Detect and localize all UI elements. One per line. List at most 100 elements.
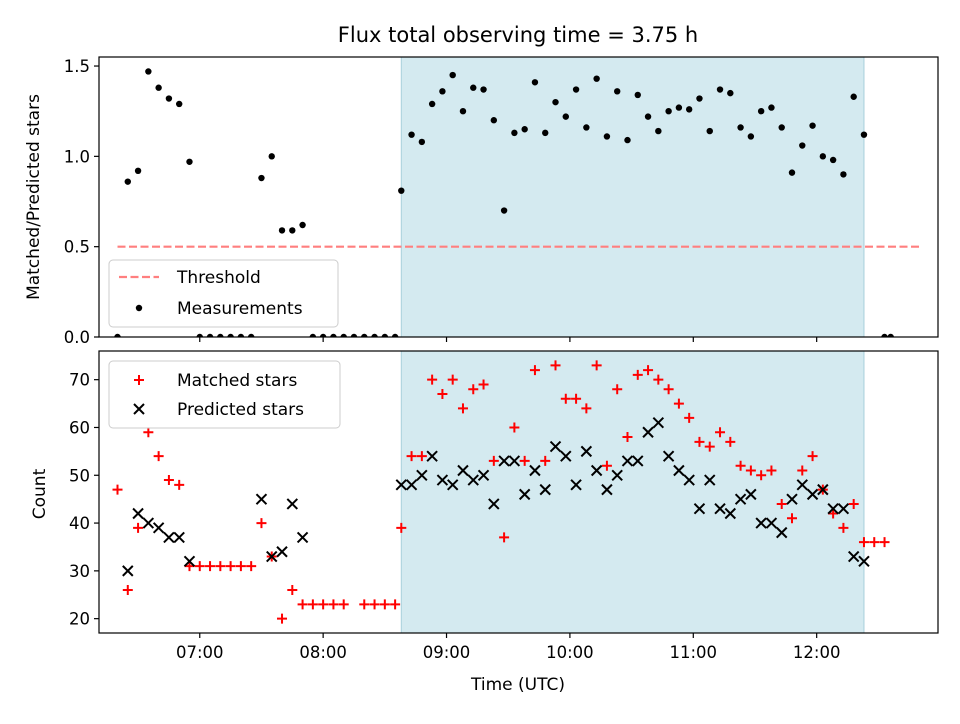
bottom-y-tick-label: 50	[69, 466, 90, 485]
measurement-point	[624, 136, 631, 144]
matched-star-point	[133, 522, 144, 533]
matched-star-point	[235, 561, 246, 572]
predicted-star-point	[122, 565, 134, 577]
top-legend: Threshold Measurements	[108, 259, 339, 328]
matched-star-point	[745, 465, 756, 476]
measurement-point	[439, 88, 446, 95]
measurement-point	[480, 86, 487, 93]
bottom-axes-frame	[98, 350, 939, 634]
matched-star-point	[519, 455, 530, 466]
measurement-point	[716, 86, 724, 93]
matched-star-point	[447, 374, 458, 385]
matched-star-point	[153, 451, 164, 462]
measurement-point	[655, 127, 662, 135]
bottom-series-matched-stars	[112, 360, 890, 624]
predicted-star-point	[152, 522, 165, 534]
matched-star-point	[215, 561, 226, 572]
measurement-point	[562, 113, 569, 120]
predicted-star-point	[426, 450, 438, 462]
measurement-point	[449, 71, 456, 79]
predicted-star-point	[183, 555, 196, 568]
measurement-point	[747, 133, 755, 140]
legend-measurements-swatch	[135, 304, 143, 312]
measurement-point	[124, 178, 131, 185]
top-y-tick-label: 1.5	[64, 57, 90, 76]
predicted-star-point	[632, 455, 644, 467]
predicted-star-point	[498, 455, 510, 467]
measurement-point	[665, 107, 672, 115]
matched-star-point	[838, 522, 849, 533]
predicted-star-point	[704, 474, 716, 486]
measurement-point	[799, 142, 806, 149]
bottom-y-tick-label: 60	[69, 418, 90, 437]
predicted-star-point	[827, 503, 839, 515]
predicted-star-point	[590, 464, 603, 477]
predicted-star-point	[529, 464, 541, 477]
predicted-star-point	[549, 440, 562, 453]
matched-star-point	[488, 455, 499, 466]
measurement-point	[196, 333, 203, 337]
predicted-star-point	[570, 479, 582, 491]
measurement-point	[768, 104, 775, 111]
predicted-star-point	[539, 483, 551, 496]
measurement-point	[361, 333, 368, 337]
bottom-series-predicted-stars	[122, 416, 870, 577]
measurement-point	[490, 117, 498, 124]
matched-star-point	[848, 498, 859, 509]
measurement-point	[470, 84, 477, 91]
measurement-point	[418, 138, 426, 146]
matched-star-point	[184, 561, 195, 572]
predicted-star-point	[395, 479, 407, 491]
matched-star-point	[205, 561, 216, 572]
measurement-point	[634, 91, 641, 99]
matched-star-point	[735, 460, 746, 471]
measurement-point	[217, 333, 224, 337]
predicted-star-point	[416, 469, 428, 481]
matched-star-point	[766, 465, 777, 476]
predicted-star-point	[488, 498, 500, 510]
predicted-star-point	[734, 493, 747, 505]
matched-star-point	[122, 584, 133, 595]
measurement-point	[289, 227, 296, 234]
chart-title: Flux total observing time = 3.75 h	[338, 23, 698, 47]
matched-star-point	[163, 475, 174, 486]
measurement-point	[398, 187, 405, 194]
predicted-star-point	[508, 455, 521, 467]
measurement-point	[268, 153, 275, 160]
matched-star-point	[828, 508, 839, 519]
matched-star-point	[786, 513, 797, 524]
measurement-point	[542, 129, 549, 137]
matched-star-point	[112, 484, 123, 495]
measurement-point	[603, 133, 611, 140]
measurement-point	[155, 84, 162, 91]
measurement-point	[247, 333, 255, 337]
predicted-star-point	[745, 488, 757, 501]
matched-star-point	[776, 498, 787, 509]
measurement-point	[206, 333, 214, 337]
predicted-star-point	[786, 493, 798, 505]
matched-star-point	[416, 451, 427, 462]
matched-star-point	[571, 393, 582, 404]
predicted-star-point	[601, 483, 613, 496]
legend-threshold-label: Threshold	[176, 268, 261, 288]
measurement-point	[706, 127, 713, 135]
measurement-point	[644, 113, 652, 120]
measurement-point	[227, 333, 234, 337]
measurement-point	[521, 126, 528, 133]
measurement-point	[309, 333, 317, 337]
predicted-star-point	[132, 507, 144, 520]
matched-star-point	[591, 360, 602, 371]
matched-star-point	[529, 365, 540, 376]
matched-star-point	[879, 537, 890, 548]
top-axes-frame	[98, 56, 939, 338]
predicted-star-point	[652, 416, 665, 429]
measurement-point	[330, 333, 337, 337]
measurement-point	[391, 333, 399, 337]
top-y-tick-label: 1.0	[64, 147, 90, 166]
bottom-y-tick-label: 20	[69, 610, 90, 629]
matched-star-point	[359, 599, 370, 610]
predicted-star-point	[714, 503, 726, 515]
predicted-star-point	[560, 450, 572, 462]
x-tick-label: 09:00	[423, 643, 471, 662]
measurement-point	[350, 333, 358, 337]
